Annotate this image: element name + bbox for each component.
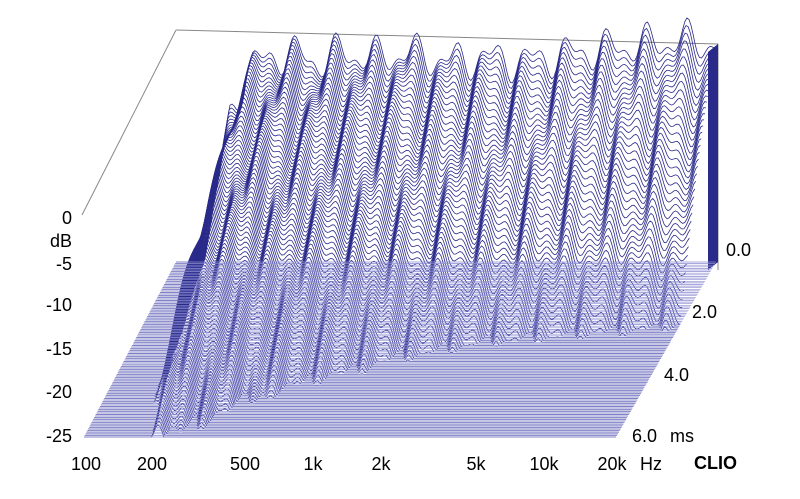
- waterfall-slice: [176, 17, 717, 263]
- waterfall-slice: [153, 134, 692, 306]
- t-tick-4: 4.0: [664, 365, 689, 385]
- waterfall-slice: [155, 125, 695, 301]
- waterfall-slice: [170, 60, 710, 274]
- t-tick-2: 2.0: [692, 302, 717, 322]
- waterfall-slice: [142, 186, 680, 327]
- waterfall-slice: [168, 68, 708, 277]
- frame-left-edge: [81, 29, 177, 216]
- waterfall-slice: [171, 52, 712, 271]
- waterfall-slice: [151, 140, 690, 310]
- waterfall-slice: [156, 122, 696, 300]
- waterfall-slice: [173, 40, 714, 268]
- x-tick-10k: 10k: [529, 454, 559, 474]
- waterfall-slice: [172, 48, 713, 269]
- x-tick-20k: 20k: [597, 454, 627, 474]
- x-tick-500: 500: [230, 454, 260, 474]
- frame-back-top: [175, 29, 719, 45]
- waterfall-slice: [150, 144, 689, 311]
- z-unit-label: dB: [50, 231, 72, 251]
- waterfall-slice: [154, 128, 694, 303]
- waterfall-slice: [159, 115, 699, 295]
- z-tick-5: -25: [46, 426, 72, 446]
- waterfall-slice: [157, 120, 697, 298]
- z-tick-2: -10: [46, 295, 72, 315]
- waterfall-slice: [147, 160, 686, 318]
- waterfall-slice: [160, 110, 700, 292]
- waterfall-slice: [152, 137, 691, 308]
- right-wall-panel: [708, 44, 718, 270]
- waterfall-slice: [174, 32, 715, 266]
- t-tick-0: 0.0: [726, 240, 751, 260]
- t-unit-label: ms: [670, 426, 694, 446]
- waterfall-slice: [149, 147, 688, 313]
- waterfall-slice: [164, 91, 704, 285]
- x-tick-2k: 2k: [371, 454, 391, 474]
- x-tick-1k: 1k: [303, 454, 323, 474]
- brand-label: CLIO: [694, 453, 737, 473]
- waterfall-slice: [170, 56, 711, 273]
- waterfall-slice: [154, 131, 693, 305]
- waterfall-slice: [148, 155, 686, 316]
- z-tick-0: 0: [62, 208, 72, 228]
- waterfall-slice: [149, 151, 687, 314]
- waterfall-slice: [175, 24, 716, 265]
- waterfall-slice: [165, 86, 705, 284]
- x-unit-label: Hz: [640, 454, 662, 474]
- waterfall-slice: [167, 72, 707, 279]
- x-tick-100: 100: [71, 454, 101, 474]
- waterfall-slice: [146, 164, 685, 319]
- x-tick-5k: 5k: [466, 454, 486, 474]
- z-tick-4: -20: [46, 382, 72, 402]
- waterfall-slice: [166, 77, 706, 281]
- waterfall-slice: [143, 181, 681, 326]
- x-tick-200: 200: [137, 454, 167, 474]
- z-tick-3: -15: [46, 339, 72, 359]
- waterfall-slice: [158, 118, 698, 297]
- waterfall-slice: [160, 113, 699, 293]
- waterfall-slice: [145, 168, 684, 321]
- z-tick-1: -5: [56, 254, 72, 274]
- waterfall-slice: [163, 96, 703, 287]
- waterfall-floor: [84, 261, 716, 438]
- waterfall-slice: [169, 64, 709, 276]
- t-tick-6: 6.0: [632, 426, 657, 446]
- waterfall-slice: [161, 106, 701, 290]
- waterfall-slice: [91, 394, 625, 424]
- waterfall-slice: [165, 81, 706, 282]
- waterfall-slice: [162, 101, 702, 289]
